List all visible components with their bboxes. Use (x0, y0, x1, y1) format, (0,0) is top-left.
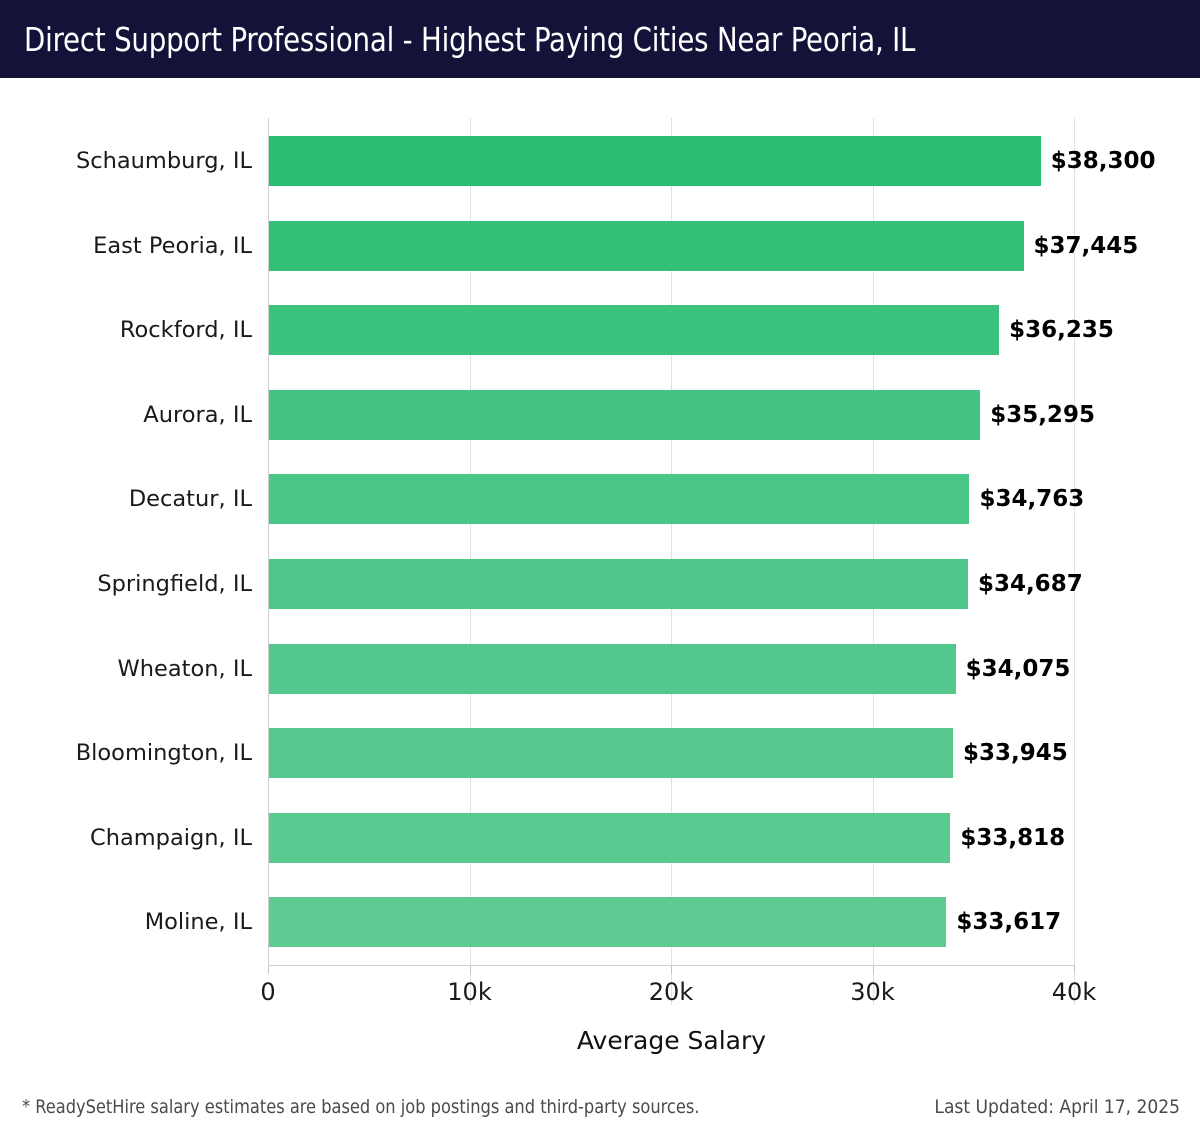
bar-row[interactable]: Wheaton, IL $34,075 (0, 643, 1200, 694)
x-tick-mark (1074, 966, 1075, 974)
y-axis-line (268, 118, 269, 966)
bar[interactable] (269, 812, 951, 863)
x-tick-label: 10k (447, 978, 492, 1006)
bar-value-label: $34,763 (979, 486, 1085, 513)
bar-category-label: Aurora, IL (143, 401, 252, 428)
bar-category-label: Rockford, IL (119, 317, 252, 344)
x-tick-label: 30k (850, 978, 895, 1006)
bar-category-label: Springfield, IL (97, 571, 252, 597)
x-tick-label: 40k (1051, 978, 1097, 1006)
x-tick-mark (671, 966, 672, 974)
bar-value-label: $37,445 (1033, 232, 1139, 259)
bar-category-label: Bloomington, IL (75, 740, 252, 767)
bar-row[interactable]: Moline, IL $33,617 (0, 897, 1200, 948)
bar[interactable] (269, 305, 1000, 356)
bar-value-label: $34,687 (977, 571, 1083, 597)
footer-last-updated: Last Updated: April 17, 2025 (934, 1096, 1180, 1118)
bar-value-label: $33,945 (962, 740, 1068, 767)
bar-value-label: $35,295 (990, 401, 1095, 428)
bar-row[interactable]: Bloomington, IL $33,945 (0, 728, 1200, 779)
bar[interactable] (269, 728, 953, 779)
x-axis-line (268, 965, 1075, 966)
bar-row[interactable]: Springfield, IL $34,687 (0, 559, 1200, 609)
bar[interactable] (269, 897, 947, 948)
bar-category-label: Moline, IL (144, 909, 252, 936)
bar[interactable] (269, 136, 1041, 186)
chart-footer: * ReadySetHire salary estimates are base… (0, 1082, 1200, 1140)
x-tick-label: 0 (260, 978, 276, 1006)
bar-value-label: $34,075 (965, 655, 1071, 682)
bar-chart: Schaumburg, IL $38,300 East Peoria, IL $37,… (0, 78, 1200, 1068)
bar-value-label: $38,300 (1050, 148, 1156, 174)
x-tick-label: 20k (648, 978, 694, 1006)
bar-category-label: Schaumburg, IL (75, 148, 252, 174)
bar-row[interactable]: Champaign, IL $33,818 (0, 812, 1200, 863)
bar[interactable] (269, 559, 968, 609)
bar-category-label: Champaign, IL (89, 824, 252, 851)
bar-row[interactable]: East Peoria, IL $37,445 (0, 220, 1200, 271)
bar-row[interactable]: Rockford, IL $36,235 (0, 305, 1200, 356)
bar-value-label: $33,818 (960, 824, 1066, 851)
gridline (1074, 118, 1075, 1005)
chart-header-bar: Direct Support Professional - Highest Pa… (0, 0, 1200, 78)
bar[interactable] (269, 643, 956, 694)
bar[interactable] (269, 474, 970, 525)
x-tick-mark (872, 966, 874, 974)
bar-row[interactable]: Decatur, IL $34,763 (0, 474, 1200, 525)
bar-value-label: $36,235 (1009, 317, 1114, 344)
page-title: Direct Support Professional - Highest Pa… (24, 19, 916, 59)
bar[interactable] (269, 389, 981, 440)
x-tick-mark (268, 966, 269, 974)
bar-row[interactable]: Aurora, IL $35,295 (0, 389, 1200, 440)
bar-category-label: Decatur, IL (128, 486, 252, 513)
bar-category-label: East Peoria, IL (93, 232, 252, 259)
bar-category-label: Wheaton, IL (117, 655, 252, 682)
footer-disclaimer: * ReadySetHire salary estimates are base… (22, 1096, 700, 1118)
x-axis-title: Average Salary (576, 1026, 767, 1055)
bar-row[interactable]: Schaumburg, IL $38,300 (0, 136, 1200, 186)
bar[interactable] (269, 220, 1024, 271)
x-tick-mark (469, 966, 471, 974)
bar-value-label: $33,617 (956, 909, 1062, 936)
